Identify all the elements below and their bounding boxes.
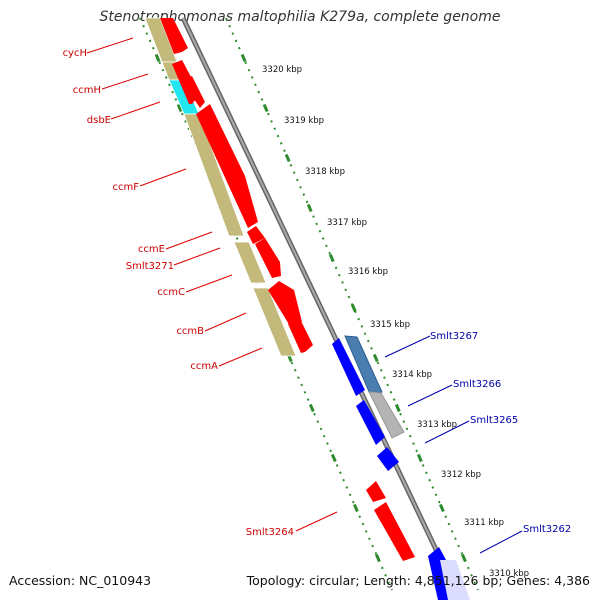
fwd-gene-arrow[interactable] [196, 104, 258, 228]
fwd-gene-arrow[interactable] [247, 226, 265, 244]
kbp-labels: 3320 kbp 3319 kbp 3318 kbp 3317 kbp 3316… [262, 65, 529, 579]
kbp-label: 3311 kbp [464, 518, 504, 528]
major-tick [350, 303, 357, 313]
major-tick [284, 153, 291, 163]
kbp-label: 3313 kbp [417, 420, 457, 430]
cds-block-ccme[interactable] [233, 241, 267, 284]
kbp-label: 3314 kbp [392, 370, 432, 380]
major-tick [461, 553, 467, 563]
major-tick [328, 253, 335, 263]
gene-label[interactable]: Smlt3265 [470, 415, 518, 426]
gene-label[interactable]: ccmF [113, 182, 140, 193]
major-tick [372, 353, 379, 363]
major-tick [416, 453, 423, 463]
kbp-label: 3318 kbp [305, 167, 345, 177]
rev-gene-arrow[interactable] [332, 338, 365, 396]
major-tick [176, 103, 183, 113]
gene-label[interactable]: ccmA [190, 361, 218, 372]
kbp-label: 3315 kbp [370, 320, 410, 330]
rev-gene-arrow[interactable] [377, 447, 399, 471]
forward-strand-genes [160, 18, 415, 561]
major-tick [438, 503, 445, 513]
fwd-gene-arrow[interactable] [268, 281, 302, 326]
gene-label[interactable]: ccmC [157, 287, 185, 298]
major-tick [262, 103, 269, 113]
rev-gene-fade [440, 560, 470, 600]
backbone [180, 16, 463, 600]
kbp-label: 3312 kbp [441, 470, 481, 480]
reverse-gene-labels: Smlt3267 Smlt3266 Smlt3265 Smlt3262 [430, 331, 571, 535]
accession-text: Accession: NC_010943 [9, 573, 152, 588]
major-tick [352, 503, 359, 513]
forward-gene-labels: cycH ccmH dsbE ccmF ccmE Smlt3271 ccmC c… [63, 48, 294, 538]
cds-block-ccmf[interactable] [183, 113, 245, 237]
major-tick [240, 53, 247, 63]
rev-tick-track [225, 17, 479, 591]
gene-label[interactable]: ccmE [138, 244, 165, 255]
rev-gene-arrow[interactable] [356, 400, 385, 445]
major-tick [375, 553, 381, 563]
rev-gene-block[interactable] [344, 335, 383, 395]
fwd-gene-arrow[interactable] [288, 315, 313, 353]
kbp-label: 3310 kbp [489, 569, 529, 579]
fwd-gene-arrow[interactable] [366, 481, 386, 502]
cds-block-ccmc[interactable] [252, 287, 297, 357]
fwd-gene-arrow[interactable] [374, 502, 415, 561]
kbp-label: 3319 kbp [284, 116, 324, 126]
gene-label[interactable]: cycH [63, 48, 87, 59]
major-tick [394, 403, 401, 413]
fwd-gene-arrow[interactable] [255, 238, 281, 278]
kbp-label: 3320 kbp [262, 65, 302, 75]
kbp-label: 3316 kbp [348, 267, 388, 277]
reverse-strand-genes [332, 335, 470, 600]
major-tick [154, 53, 161, 63]
major-tick [308, 403, 315, 413]
genome-title: Stenotrophomonas maltophilia K279a, comp… [99, 9, 501, 25]
gene-label-leaders [86, 37, 523, 554]
gene-label[interactable]: Smlt3271 [126, 261, 174, 272]
gene-label[interactable]: Smlt3266 [453, 379, 501, 390]
major-tick [306, 203, 313, 213]
major-tick [330, 453, 337, 463]
gene-label[interactable]: Smlt3267 [430, 331, 478, 342]
fwd-gene-arrow[interactable] [181, 76, 205, 108]
gene-label[interactable]: Smlt3262 [523, 524, 571, 535]
topology-text: Topology: circular; Length: 4,851,126 bp… [246, 573, 590, 588]
rev-gene-block[interactable] [368, 391, 405, 439]
gene-label[interactable]: dsbE [87, 115, 111, 126]
fwd-gene-arrow[interactable] [160, 18, 188, 54]
gene-label[interactable]: ccmB [176, 326, 204, 337]
gene-label[interactable]: ccmH [73, 85, 101, 96]
kbp-label: 3317 kbp [327, 218, 367, 228]
gene-label[interactable]: Smlt3264 [246, 527, 294, 538]
